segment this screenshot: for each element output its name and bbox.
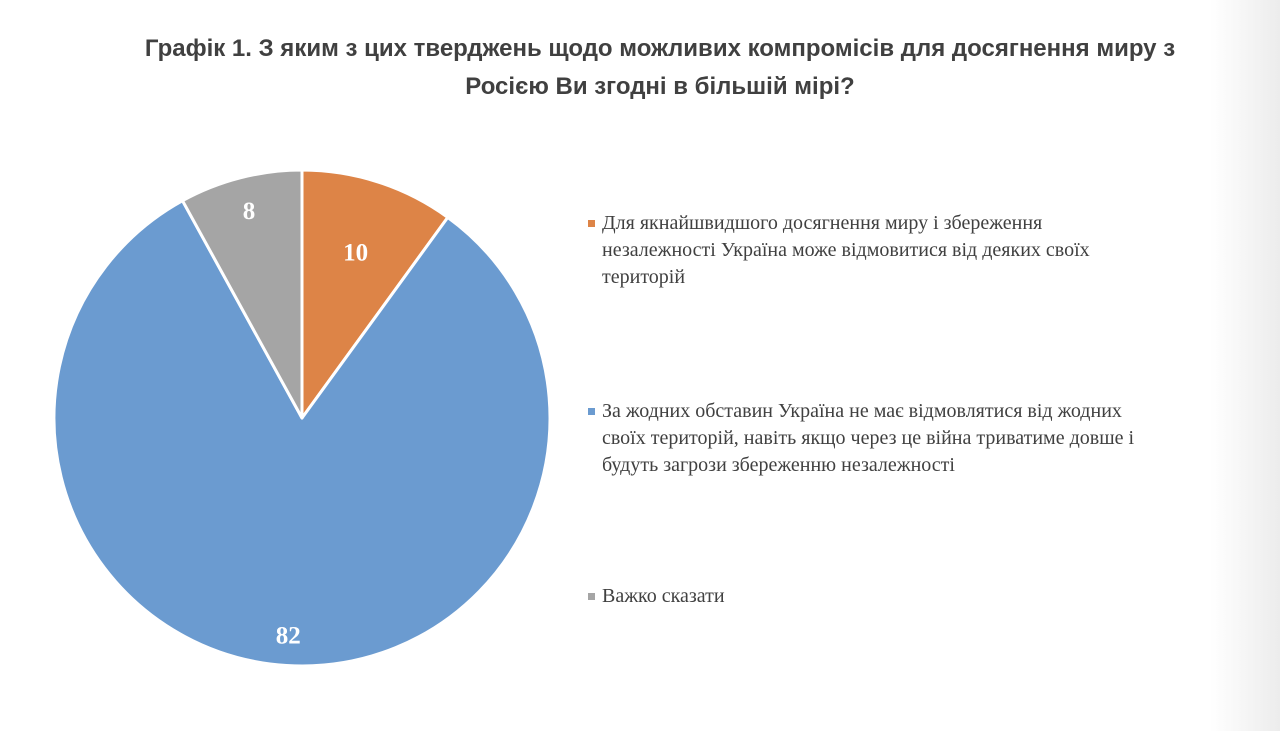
pie-slice-hard-to-say (181, 168, 304, 420)
page-edge-shadow (1210, 0, 1280, 731)
legend-item-concede-territory: Для якнайшвидшого досягнення миру і збер… (582, 210, 1142, 291)
legend-label: Для якнайшвидшого досягнення миру і збер… (602, 212, 1090, 288)
pie-data-label: 8 (243, 198, 256, 225)
legend-swatch-orange (588, 220, 595, 227)
legend-item-no-concession: За жодних обставин Україна не має відмов… (582, 398, 1142, 479)
legend-swatch-blue (588, 408, 595, 415)
pie-data-label: 10 (343, 239, 368, 266)
legend-item-hard-to-say: Важко сказати (582, 583, 1142, 610)
pie-slice-concede-territory (300, 168, 450, 420)
chart-title-line-2: Росією Ви згодні в більшій мірі? (465, 73, 855, 100)
legend-label: Важко сказати (602, 585, 725, 607)
chart-title: Графік 1. З яким з цих тверджень щодо мо… (40, 30, 1280, 106)
pie-data-label: 82 (276, 622, 301, 649)
legend-swatch-gray (588, 593, 595, 600)
chart-title-line-1: Графік 1. З яким з цих тверджень щодо мо… (144, 35, 1176, 62)
pie-slice-no-concession (52, 199, 552, 668)
legend-label: За жодних обставин Україна не має відмов… (602, 400, 1135, 476)
